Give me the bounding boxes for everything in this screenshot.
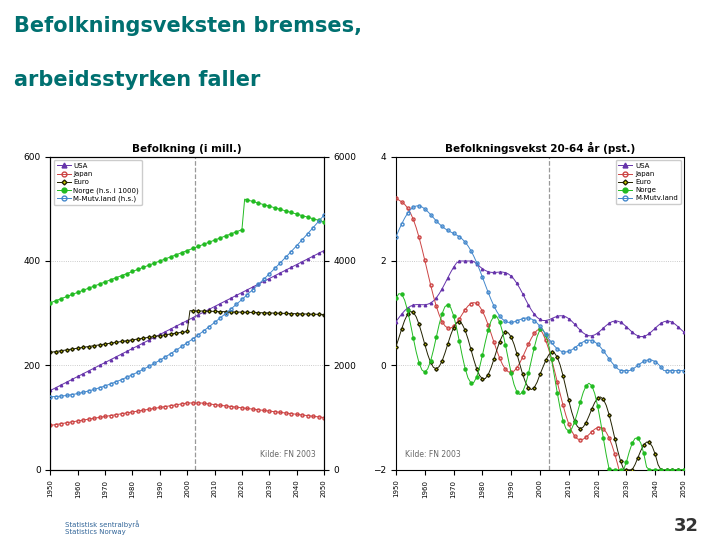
Title: Befolkning (i mill.): Befolkning (i mill.) <box>132 144 242 154</box>
Text: arbeidsstyrken faller: arbeidsstyrken faller <box>14 70 261 90</box>
Text: Statistisk sentralbyrå
Statistics Norway: Statistisk sentralbyrå Statistics Norway <box>65 520 139 535</box>
Legend: USA, Japan, Euro, Norge (h.s. i 1000), M-Mutv.land (h.s.): USA, Japan, Euro, Norge (h.s. i 1000), M… <box>54 160 142 205</box>
Text: Kilde: FN 2003: Kilde: FN 2003 <box>260 450 316 460</box>
Title: Befolkningsvekst 20-64 år (pst.): Befolkningsvekst 20-64 år (pst.) <box>445 143 635 154</box>
Text: 32: 32 <box>673 517 698 535</box>
Text: Befolkningsveksten bremses,: Befolkningsveksten bremses, <box>14 16 362 36</box>
Legend: USA, Japan, Euro, Norge, M-Mutv.land: USA, Japan, Euro, Norge, M-Mutv.land <box>616 160 680 204</box>
Text: Kilde: FN 2003: Kilde: FN 2003 <box>405 450 460 460</box>
